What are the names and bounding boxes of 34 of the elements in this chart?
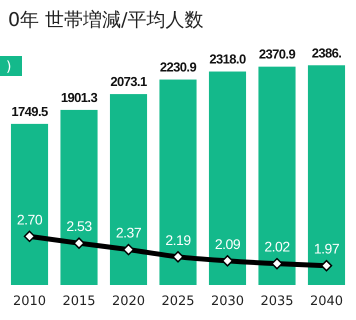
x-tick-label: 2020 (112, 294, 146, 309)
x-tick-label: 2010 (12, 294, 46, 309)
x-tick-label: 2030 (210, 294, 244, 309)
data-label: 2.37 (116, 224, 142, 241)
annotation: ) (6, 59, 12, 75)
data-label: 1749.5 (11, 104, 48, 119)
bar (208, 72, 246, 285)
data-label: 2.53 (66, 218, 92, 234)
point (73, 237, 85, 249)
bar (159, 80, 197, 285)
chart-title: 0年 世帯増減/平均人数 (8, 9, 204, 31)
data-label: 2230.9 (160, 60, 196, 75)
point (172, 251, 184, 263)
point (24, 230, 36, 242)
point (122, 244, 134, 256)
data-label: 2.70 (16, 211, 43, 228)
data-label: 2370.9 (258, 46, 296, 62)
x-tick-label: 2035 (260, 294, 294, 309)
bar (308, 65, 346, 285)
data-label: 2073.1 (110, 74, 147, 90)
bar (258, 66, 296, 285)
data-label: 2.19 (165, 232, 192, 248)
data-label: 2.09 (214, 236, 241, 252)
bar (110, 94, 148, 285)
data-label: 2.02 (264, 238, 290, 255)
data-label: 2386. (312, 45, 342, 60)
bar (60, 110, 98, 285)
data-label: 1901.3 (60, 90, 98, 105)
data-label: 1.97 (314, 240, 340, 257)
x-tick-label: 2040 (310, 294, 344, 309)
x-tick-label: 2025 (161, 294, 195, 309)
x-tick-label: 2015 (62, 294, 96, 309)
data-label: 2318.0 (209, 52, 246, 67)
bar (10, 124, 48, 285)
